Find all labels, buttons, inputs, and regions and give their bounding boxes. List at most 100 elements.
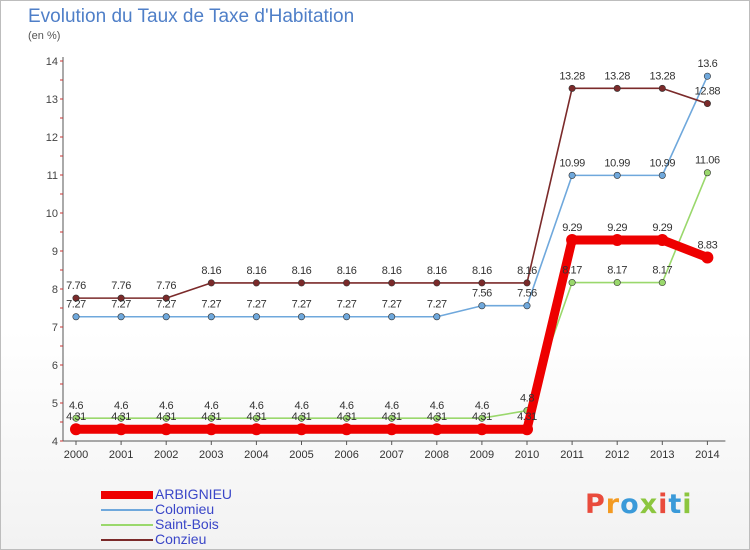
data-point-saint-bois xyxy=(162,414,170,422)
data-label-arbignieu: 4.31 xyxy=(292,411,312,423)
x-tick-label: 2004 xyxy=(244,449,268,461)
x-tick-label: 2002 xyxy=(154,449,178,461)
data-label-saint-bois: 4.6 xyxy=(430,400,444,412)
y-tick-label: 5 xyxy=(52,398,58,410)
y-tick-label: 6 xyxy=(52,360,58,372)
data-point-arbignieu xyxy=(160,423,173,436)
data-label-conzieu: 8.16 xyxy=(201,265,221,277)
data-point-conzieu xyxy=(117,294,125,302)
proxiti-logo[interactable]: Proxiti xyxy=(585,489,693,520)
data-label-saint-bois: 11.06 xyxy=(695,155,720,167)
data-label-colomieu: 7.27 xyxy=(66,299,86,311)
x-tick-label: 2009 xyxy=(470,449,494,461)
data-point-saint-bois xyxy=(252,414,260,422)
data-label-arbignieu: 4.31 xyxy=(66,411,86,423)
data-label-arbignieu: 9.29 xyxy=(562,222,582,234)
data-point-colomieu xyxy=(252,313,260,321)
data-label-colomieu: 13.6 xyxy=(697,58,717,70)
x-tick-label: 2014 xyxy=(695,449,719,461)
chart-title: Evolution du Taux de Taxe d'Habitation xyxy=(28,6,355,27)
data-point-colomieu xyxy=(658,171,666,179)
data-point-arbignieu xyxy=(205,423,218,436)
y-tick-label: 4 xyxy=(52,436,58,448)
data-point-saint-bois xyxy=(703,169,711,177)
data-label-arbignieu: 4.31 xyxy=(472,411,492,423)
data-point-arbignieu xyxy=(340,423,353,436)
data-label-conzieu: 7.76 xyxy=(66,280,86,292)
data-point-conzieu xyxy=(162,294,170,302)
data-point-colomieu xyxy=(613,171,621,179)
data-point-conzieu xyxy=(343,279,351,287)
data-point-saint-bois xyxy=(297,414,305,422)
data-label-colomieu: 7.27 xyxy=(246,299,266,311)
legend-swatch-colomieu xyxy=(101,508,153,511)
data-point-conzieu xyxy=(613,84,621,92)
data-point-colomieu xyxy=(117,313,125,321)
logo-letter: i xyxy=(682,489,693,520)
series-line-saint-bois xyxy=(75,171,709,420)
data-point-saint-bois xyxy=(478,414,486,422)
data-label-arbignieu: 4.31 xyxy=(111,411,131,423)
data-point-conzieu xyxy=(703,100,711,108)
data-point-conzieu xyxy=(658,84,666,92)
data-label-conzieu: 8.16 xyxy=(427,265,447,277)
data-point-arbignieu xyxy=(250,423,263,436)
data-label-saint-bois: 8.17 xyxy=(562,265,582,277)
logo-letter: o xyxy=(620,489,640,520)
logo-letter: t xyxy=(668,489,683,520)
data-label-arbignieu: 4.31 xyxy=(337,411,357,423)
y-tick-label: 11 xyxy=(47,170,58,182)
data-point-saint-bois xyxy=(343,414,351,422)
data-point-arbignieu xyxy=(701,251,714,264)
data-label-arbignieu: 4.31 xyxy=(201,411,221,423)
x-tick-label: 2013 xyxy=(650,449,674,461)
data-point-saint-bois xyxy=(433,414,441,422)
data-point-arbignieu xyxy=(430,423,443,436)
data-point-arbignieu xyxy=(70,423,82,436)
data-label-colomieu: 7.27 xyxy=(382,299,402,311)
data-point-arbignieu xyxy=(656,233,669,246)
chart-axes: 4 5 6 7 8 9 10 11 12 13 14 2000 2001 2002 2003 2004 2005… xyxy=(46,56,726,461)
data-label-saint-bois: 4.6 xyxy=(340,400,354,412)
data-label-saint-bois: 4.6 xyxy=(385,400,399,412)
x-tick-label: 2008 xyxy=(425,449,449,461)
x-tick-label: 2006 xyxy=(334,449,358,461)
logo-letter: x xyxy=(639,489,659,520)
data-point-colomieu xyxy=(433,313,441,321)
data-point-colomieu xyxy=(297,313,305,321)
data-label-arbignieu: 9.29 xyxy=(607,222,627,234)
data-label-saint-bois: 8.17 xyxy=(652,265,672,277)
x-tick-label: 2001 xyxy=(109,449,133,461)
data-label-arbignieu: 4.31 xyxy=(427,411,447,423)
data-point-colomieu xyxy=(72,313,80,321)
data-label-saint-bois: 4.6 xyxy=(69,400,83,412)
data-label-colomieu: 7.27 xyxy=(337,299,357,311)
data-label-conzieu: 8.16 xyxy=(517,265,537,277)
data-point-conzieu xyxy=(297,279,305,287)
y-tick-label: 7 xyxy=(52,322,58,334)
data-point-colomieu xyxy=(703,72,711,80)
data-point-conzieu xyxy=(568,84,576,92)
data-point-saint-bois xyxy=(117,414,125,422)
x-tick-label: 2007 xyxy=(379,449,403,461)
data-point-conzieu xyxy=(433,279,441,287)
data-point-colomieu xyxy=(478,302,486,310)
data-label-saint-bois: 4.6 xyxy=(249,400,263,412)
data-label-conzieu: 8.16 xyxy=(382,265,402,277)
data-point-conzieu xyxy=(388,279,396,287)
data-point-conzieu xyxy=(478,279,486,287)
data-label-conzieu: 7.76 xyxy=(156,280,176,292)
data-label-saint-bois: 4.6 xyxy=(204,400,218,412)
data-point-colomieu xyxy=(568,171,576,179)
data-label-conzieu: 13.28 xyxy=(559,70,585,82)
data-label-conzieu: 12.88 xyxy=(695,86,721,98)
data-point-saint-bois xyxy=(658,279,666,287)
data-point-arbignieu xyxy=(115,423,128,436)
data-point-arbignieu xyxy=(295,423,308,436)
logo-letter: P xyxy=(585,489,606,520)
data-label-conzieu: 8.16 xyxy=(292,265,312,277)
data-label-colomieu: 10.99 xyxy=(604,157,630,169)
data-label-conzieu: 8.16 xyxy=(472,265,492,277)
data-label-conzieu: 7.76 xyxy=(111,280,131,292)
y-tick-label: 10 xyxy=(46,208,58,220)
